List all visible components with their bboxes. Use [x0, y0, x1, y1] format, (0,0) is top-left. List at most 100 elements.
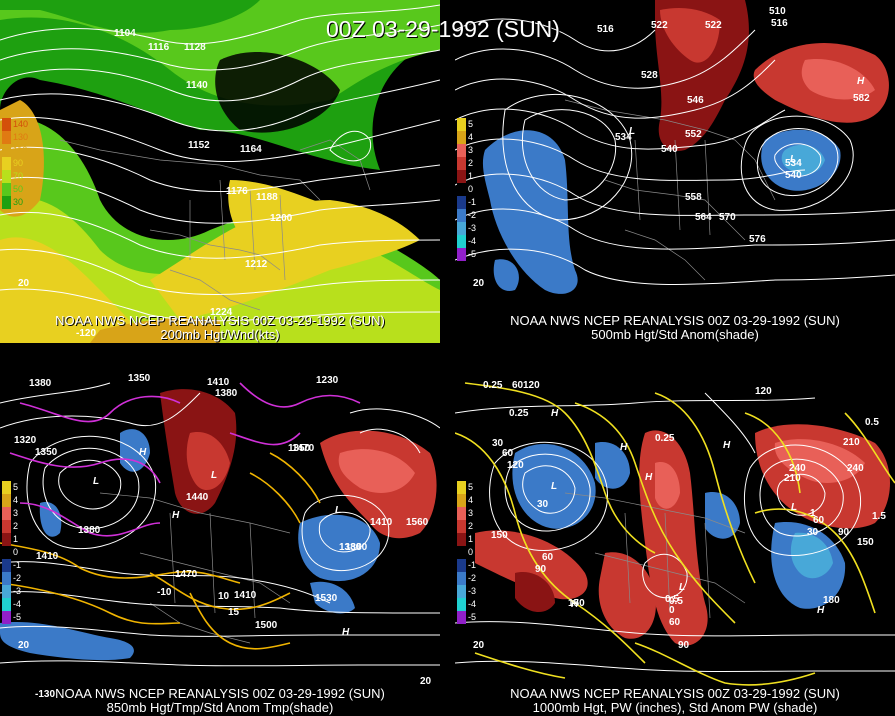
map-label: 1320 — [14, 435, 37, 446]
legend-label: -4 — [468, 236, 477, 246]
legend-swatch — [2, 611, 11, 624]
legend-item: 110 — [2, 144, 27, 157]
map-label: 1470 — [292, 443, 315, 454]
pressure-center-symbol: H — [342, 627, 350, 638]
legend-swatch — [457, 559, 466, 572]
map-label: 30 — [492, 438, 504, 449]
legend-item: -1 — [457, 196, 479, 209]
map-label: 540 — [785, 170, 802, 181]
map-label: 522 — [651, 20, 668, 31]
legend-label: 4 — [468, 495, 474, 505]
map-label: 60 — [512, 380, 524, 391]
legend-item: -3 — [457, 222, 479, 235]
map-label: 576 — [749, 234, 766, 245]
legend-swatch — [2, 196, 11, 209]
panel-caption-field: 500mb Hgt/Std Anom(shade) — [591, 327, 759, 342]
map-label: 0 — [669, 605, 675, 616]
legend-item: 5 — [2, 481, 24, 494]
legend-item: 3 — [457, 144, 479, 157]
map-label: 1500 — [255, 620, 278, 631]
legend-label: 30 — [13, 197, 24, 207]
legend-item: 2 — [2, 520, 24, 533]
legend-item: -4 — [457, 235, 479, 248]
pressure-center-symbol: H — [620, 442, 628, 453]
map-label: 1410 — [36, 551, 59, 562]
legend-item: -5 — [457, 248, 479, 261]
panel-caption-source: NOAA NWS NCEP REANALYSIS 00Z 03-29-1992 … — [55, 313, 385, 328]
panel-1000mb-height-pw: 60 120 30 60 120 30 150 60 90 150 180 90 120 210 240 21… — [455, 373, 895, 716]
legend-item: 1 — [457, 170, 479, 183]
legend-label: -4 — [13, 599, 22, 609]
legend-swatch — [2, 572, 11, 585]
map-label: 1116 — [148, 42, 170, 53]
legend-swatch — [457, 546, 466, 559]
map-label: 1350 — [288, 443, 311, 454]
legend-label: -3 — [468, 223, 477, 233]
map-label: 120 — [507, 460, 524, 471]
legend-label: 3 — [468, 145, 474, 155]
legend-label: 3 — [468, 508, 474, 518]
legend-label: -2 — [13, 573, 22, 583]
map-label: 15 — [228, 607, 240, 618]
legend-item: 3 — [2, 507, 24, 520]
panel-caption-field: 200mb Hgt/Wnd(kts) — [160, 327, 280, 342]
legend-label: 1 — [13, 534, 19, 544]
panel-caption-field: 1000mb Hgt, PW (inches), Std Anom PW (sh… — [532, 700, 818, 715]
pressure-center-symbol: L — [790, 154, 796, 165]
legend-item: 1 — [457, 533, 479, 546]
map-label: 0.25 — [655, 433, 675, 444]
pressure-center-symbol: H — [172, 510, 180, 521]
legend-swatch — [2, 170, 11, 183]
map-label: 1176 — [226, 186, 248, 197]
legend-item: 0 — [2, 546, 24, 559]
legend-swatch — [2, 585, 11, 598]
panel-caption-source: NOAA NWS NCEP REANALYSIS 00Z 03-29-1992 … — [510, 686, 840, 701]
legend-label: 0 — [468, 184, 474, 194]
legend-item: 3 — [457, 507, 479, 520]
map-label: 1.5 — [872, 511, 886, 522]
map-label: 522 — [705, 20, 722, 31]
legend-label: -5 — [468, 249, 477, 259]
map-label: 1224 — [210, 307, 233, 318]
map-label: 60 — [813, 515, 825, 526]
map-label: 1530 — [315, 593, 338, 604]
map-label: 1152 — [188, 140, 210, 151]
legend-item: 30 — [2, 196, 24, 209]
legend-swatch — [457, 157, 466, 170]
legend-swatch — [457, 507, 466, 520]
map-label: 1230 — [316, 375, 339, 386]
map-label: 150 — [857, 537, 874, 548]
legend-item: 4 — [457, 131, 479, 144]
panel-caption-source: NOAA NWS NCEP REANALYSIS 00Z 03-29-1992 … — [510, 313, 840, 328]
map-label: 20 — [420, 676, 432, 687]
legend-label: 1 — [468, 171, 474, 181]
legend-item: 4 — [457, 494, 479, 507]
legend-swatch — [457, 170, 466, 183]
legend-item: -5 — [457, 611, 479, 624]
map-label: 10 — [218, 591, 230, 602]
pressure-center-symbol: L — [629, 126, 635, 137]
legend-label: -2 — [468, 573, 477, 583]
legend-item: 130 — [2, 131, 28, 144]
pressure-center-symbol: H — [857, 76, 865, 87]
legend-item: 50 — [2, 183, 24, 196]
legend-swatch — [2, 183, 11, 196]
map-label: 516 — [597, 24, 614, 35]
legend-swatch — [2, 598, 11, 611]
pressure-center-symbol: L — [93, 476, 99, 487]
legend-swatch — [2, 507, 11, 520]
legend-swatch — [457, 222, 466, 235]
map-label: 240 — [847, 463, 864, 474]
anomaly-legend: 5 4 3 2 1 0 -1 -2 -3 -4 -5 — [2, 481, 24, 624]
legend-item: -2 — [457, 209, 479, 222]
map-label: 60 — [542, 552, 554, 563]
map-label: 0.5 — [665, 594, 679, 605]
map-label: 564 — [695, 212, 712, 223]
legend-swatch — [457, 118, 466, 131]
legend-item: 90 — [2, 157, 24, 170]
legend-label: -1 — [468, 197, 477, 207]
map-label: 1380 — [215, 388, 238, 399]
legend-item: -1 — [457, 559, 479, 572]
panel-200mb-height-wind: 1104 1116 1128 1140 1152 1164 1176 1188 1200 1212… — [0, 0, 440, 343]
